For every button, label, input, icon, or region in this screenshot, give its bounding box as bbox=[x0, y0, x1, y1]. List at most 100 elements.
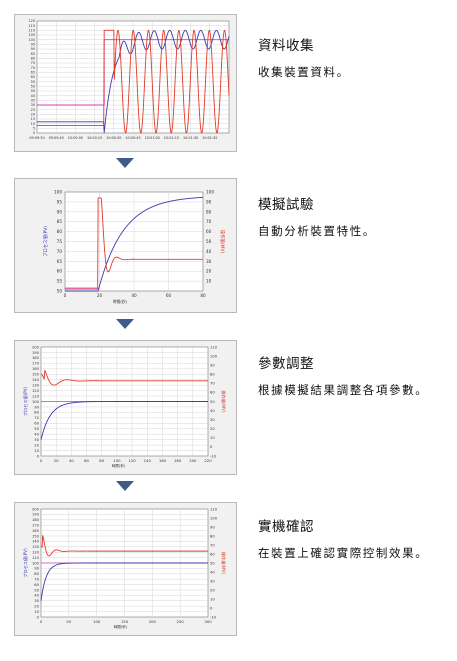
y-right-tick-label: -10 bbox=[210, 454, 217, 458]
chart-panel-data-collection: 120 115 110 105 100 95 90 85 80 75 70 65 60 55 50 45 40 3… bbox=[14, 14, 237, 152]
y-left-tick-label: 95 bbox=[57, 199, 63, 204]
y-tick-label: 85 bbox=[31, 52, 35, 56]
mv-series-line bbox=[40, 369, 208, 386]
chart-verification: 2001901801701601501401301201101009080706… bbox=[22, 507, 227, 629]
x-tick-label: 40 bbox=[69, 458, 74, 463]
x-tick-label: 100 bbox=[113, 458, 121, 463]
y-right-tick-label: 40 bbox=[210, 409, 215, 413]
x-tick-label: 100 bbox=[93, 619, 101, 624]
y-right-tick-label: 60 bbox=[210, 552, 215, 556]
y-right-tick-label: 10 bbox=[210, 436, 215, 440]
x-tick-label: 0 bbox=[40, 619, 43, 624]
y-right-tick-label: 90 bbox=[210, 363, 215, 367]
y-tick-label: 25 bbox=[31, 108, 35, 112]
x-tick-label: 10:00:45 bbox=[125, 136, 140, 140]
step-desc-2: 自動分析裝置特性。 bbox=[258, 224, 376, 238]
x-tick-label: 140 bbox=[144, 458, 152, 463]
y-left-tick-label: 100 bbox=[32, 561, 40, 565]
x-tick-label: 160 bbox=[159, 458, 167, 463]
y-left-tick-label: 0 bbox=[37, 615, 40, 619]
x-tick-label: 10:01:30 bbox=[183, 136, 198, 140]
y-left-tick-label: 180 bbox=[32, 518, 40, 522]
y-left-tick-label: 170 bbox=[32, 524, 40, 528]
x-tick-label: 300 bbox=[204, 619, 212, 624]
y-left-tick-label: 190 bbox=[32, 513, 40, 517]
y-left-tick-label: 40 bbox=[34, 594, 39, 598]
y-left-tick-label: 50 bbox=[34, 427, 39, 431]
y-tick-label: 5 bbox=[33, 127, 35, 131]
y-tick-label: 55 bbox=[31, 80, 35, 84]
chart-tuning: 2001901801701601501401301201101009080706… bbox=[22, 345, 227, 468]
y-right-tick-label: 0 bbox=[210, 445, 213, 449]
y-left-tick-label: 70 bbox=[34, 578, 39, 582]
y-right-tick-label: 100 bbox=[210, 354, 218, 358]
x-tick-label: 10:00:00 bbox=[68, 136, 83, 140]
y-left-tick-label: 85 bbox=[57, 219, 63, 224]
pv-series-line bbox=[37, 29, 230, 134]
x-tick-label: 40 bbox=[131, 293, 137, 298]
y-left-tick-label: 180 bbox=[32, 356, 40, 360]
y-left-tick-label: 100 bbox=[32, 400, 40, 404]
y-tick-label: 105 bbox=[29, 33, 35, 37]
y-right-tick-label: 20 bbox=[210, 588, 215, 592]
x-tick-label: 60 bbox=[84, 458, 89, 463]
x-tick-label: 20 bbox=[97, 293, 103, 298]
y-right-tick-label: 0 bbox=[210, 606, 213, 610]
y-tick-label: 110 bbox=[29, 29, 35, 33]
y-right-tick-label: 70 bbox=[210, 382, 215, 386]
y-left-tick-label: 60 bbox=[57, 269, 63, 274]
x-tick-label: 10:01:00 bbox=[145, 136, 160, 140]
pv-series-line bbox=[40, 401, 208, 440]
y-tick-label: 40 bbox=[31, 94, 35, 98]
y-right-tick-label: 30 bbox=[210, 418, 215, 422]
y-left-tick-label: 90 bbox=[34, 405, 39, 409]
chart-simulation: 1009590858075706560555010090807060504030… bbox=[42, 190, 226, 305]
y-right-tick-label: 80 bbox=[210, 534, 215, 538]
x-tick-label: 10:01:15 bbox=[164, 136, 179, 140]
chart-panel-simulation: 100 95 90 85 80 75 70 65 60 55 50 100 90 80 70 60 50 40 30… bbox=[14, 178, 237, 313]
x-axis-label: 時間(秒) bbox=[114, 624, 128, 629]
y-left-tick-label: 10 bbox=[34, 610, 39, 614]
mv-series-line bbox=[65, 197, 203, 290]
y-tick-label: 0 bbox=[33, 131, 35, 135]
y-left-tick-label: 160 bbox=[32, 367, 40, 371]
triangle-down-arrow-icon bbox=[116, 481, 134, 491]
y-tick-label: 50 bbox=[31, 85, 35, 89]
y-left-tick-label: 90 bbox=[34, 567, 39, 571]
step-title-4: 實機確認 bbox=[258, 519, 314, 535]
y-left-tick-label: 170 bbox=[32, 362, 40, 366]
chart-panel-tuning: 200 190 180 170 160 150 140 130 120 110 100 90 80 70 6… bbox=[14, 340, 237, 475]
y-left-tick-label: 160 bbox=[32, 529, 40, 533]
y-tick-label: 45 bbox=[31, 89, 35, 93]
x-tick-label: 120 bbox=[128, 458, 136, 463]
x-tick-label: 09:59:30 bbox=[29, 136, 44, 140]
y-left-tick-label: 110 bbox=[32, 556, 40, 560]
y-right-tick-label: 100 bbox=[210, 516, 218, 520]
y-right-tick-label: 30 bbox=[206, 259, 212, 264]
y-tick-label: 95 bbox=[31, 43, 35, 47]
y-left-tick-label: 150 bbox=[32, 534, 40, 538]
y-tick-label: 75 bbox=[31, 61, 35, 65]
y-right-tick-label: 20 bbox=[210, 427, 215, 431]
x-tick-label: 60 bbox=[166, 293, 172, 298]
step-title-3: 參數調整 bbox=[258, 356, 314, 372]
y-tick-label: 15 bbox=[31, 117, 35, 121]
y-right-tick-label: 50 bbox=[206, 239, 212, 244]
y-tick-label: 100 bbox=[29, 38, 35, 42]
y-right-tick-label: 40 bbox=[210, 570, 215, 574]
step-title-1: 資料收集 bbox=[258, 38, 314, 54]
y-right-tick-label: 50 bbox=[210, 400, 215, 404]
y-left-tick-label: 60 bbox=[34, 583, 39, 587]
y-tick-label: 65 bbox=[31, 71, 35, 75]
x-tick-label: 50 bbox=[66, 619, 71, 624]
step-desc-1: 收集裝置資料。 bbox=[258, 65, 350, 79]
x-tick-label: 0 bbox=[40, 458, 43, 463]
y-left-tick-label: 120 bbox=[32, 389, 40, 393]
x-tick-label: 150 bbox=[121, 619, 129, 624]
y-right-tick-label: 100 bbox=[206, 190, 214, 195]
y-left-tick-label: 110 bbox=[32, 394, 40, 398]
y-left-tick-label: 100 bbox=[54, 190, 62, 195]
x-tick-label: 80 bbox=[99, 458, 104, 463]
y-right-tick-label: 30 bbox=[210, 579, 215, 583]
y-left-tick-label: 190 bbox=[32, 351, 40, 355]
